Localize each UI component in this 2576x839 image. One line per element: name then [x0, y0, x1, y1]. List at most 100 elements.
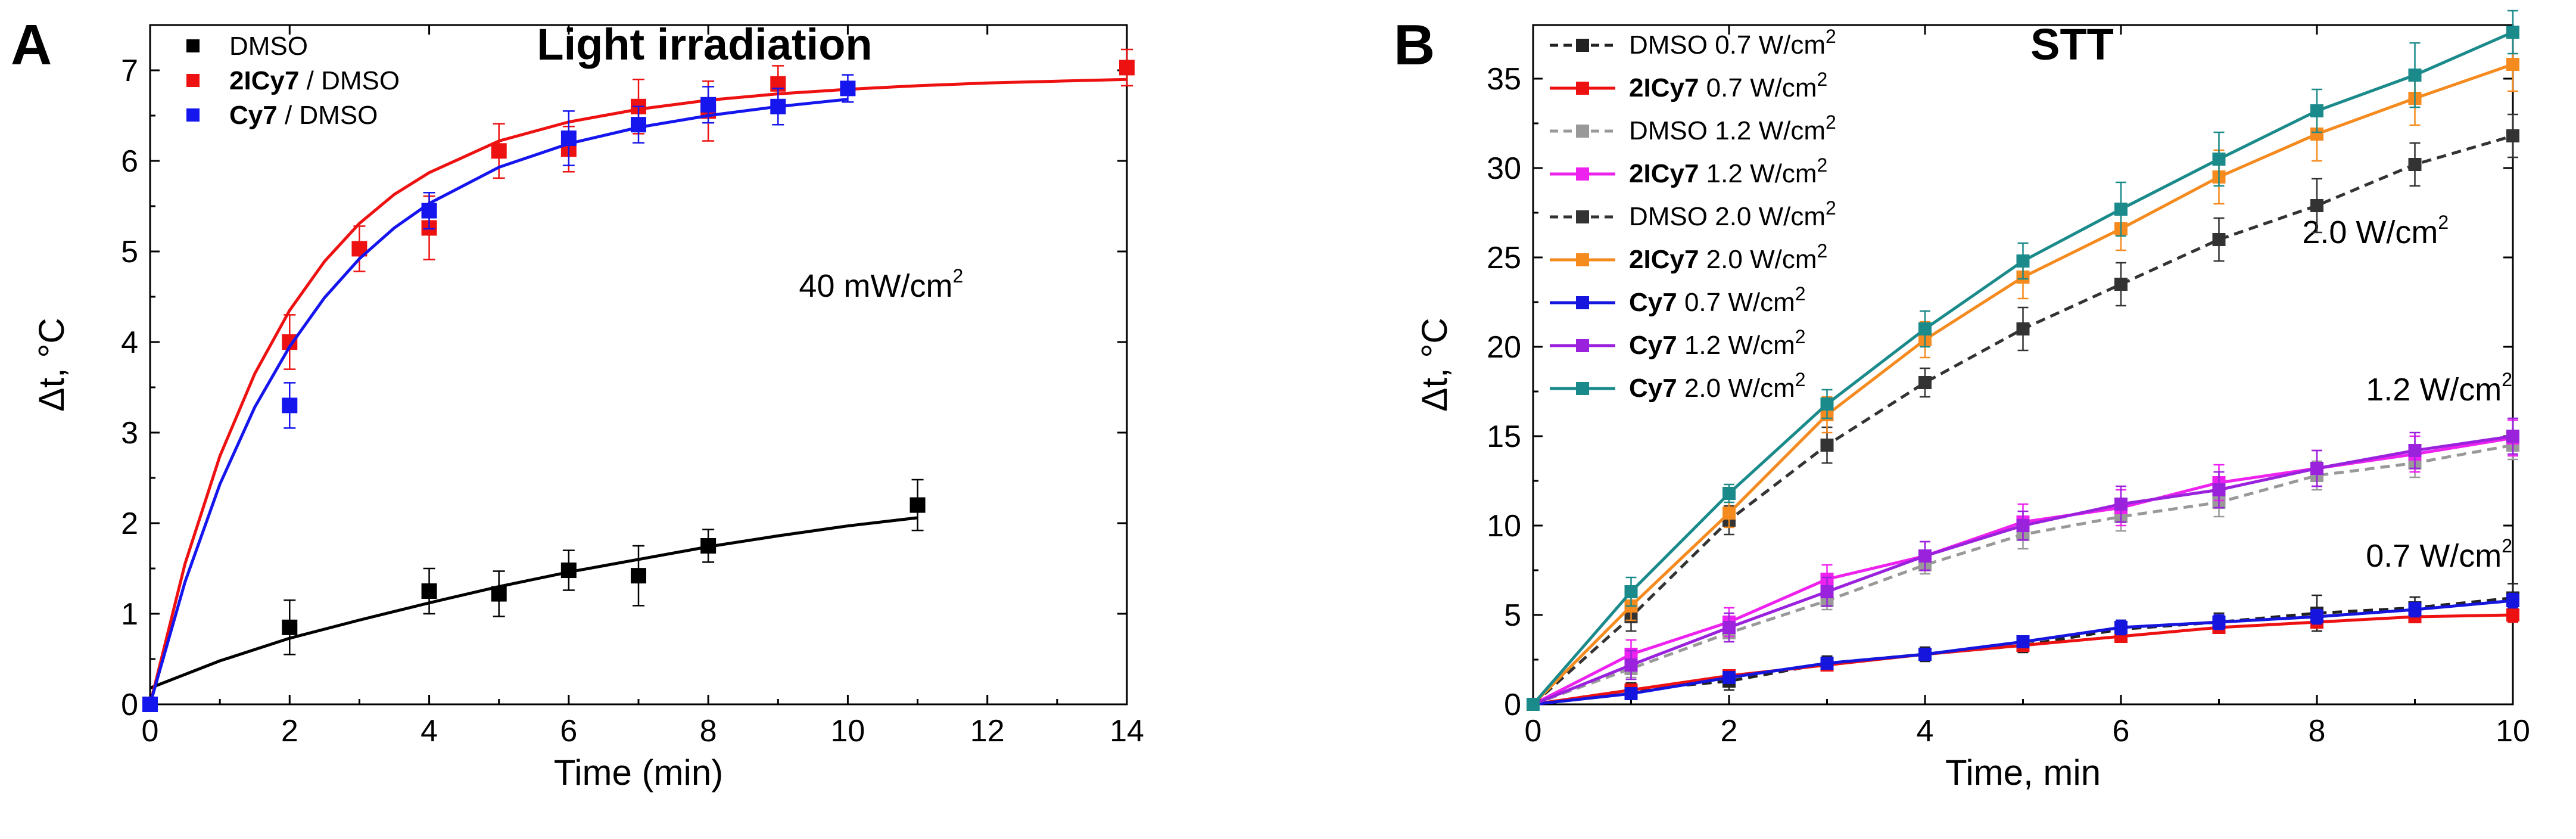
- legend-entry-bold: 2ICy7: [229, 66, 299, 95]
- power-annotation: 0.7 W/cm2: [2366, 535, 2512, 574]
- x-tick-label: 0: [142, 714, 159, 748]
- legend-space: [1699, 159, 1706, 188]
- data-point: [2408, 158, 2422, 171]
- data-point: [700, 538, 717, 554]
- series-line: [1532, 443, 2513, 706]
- annotation-sup: 2: [2502, 369, 2512, 390]
- legend-entry-label: DMSO: [229, 32, 308, 61]
- legend-entry-unit: W/cm: [1759, 116, 1826, 145]
- legend-entry-unit-sup: 2: [1795, 326, 1806, 347]
- data-point: [2114, 498, 2128, 511]
- y-tick-label: 35: [1487, 62, 1521, 97]
- data-point: [2114, 621, 2128, 634]
- data-point: [2408, 69, 2422, 82]
- x-tick-label: 4: [420, 714, 438, 748]
- data-point: [631, 568, 646, 584]
- y-tick-label: 25: [1487, 241, 1521, 275]
- y-tick-label: 20: [1487, 330, 1521, 365]
- data-point: [1527, 698, 1540, 711]
- data-point: [560, 130, 577, 146]
- data-point: [560, 563, 577, 579]
- legend-entry-unit: W/cm: [1750, 159, 1817, 188]
- x-tick-label: 12: [970, 714, 1005, 748]
- x-tick-label: 6: [2113, 714, 2130, 748]
- legend-space: [1708, 30, 1715, 60]
- y-tick-label: 5: [1504, 598, 1521, 633]
- data-point: [1722, 506, 1736, 520]
- y-tick-label: 7: [121, 54, 138, 88]
- power-annotation: 1.2 W/cm2: [2366, 369, 2512, 408]
- series-line: [1532, 613, 2513, 706]
- legend-entry-unit-sup: 2: [1826, 26, 1836, 47]
- legend-entry-unit-sup: 2: [1826, 111, 1836, 133]
- legend-entry-unit: W/cm: [1728, 331, 1795, 360]
- data-point: [770, 98, 786, 114]
- legend-entry-unit-sup: 2: [1817, 240, 1827, 262]
- data-point: [2506, 594, 2519, 607]
- y-tick-label: 5: [121, 235, 138, 269]
- legend-entry-label: DMSO 2.0 W/cm2: [1629, 197, 1836, 231]
- data-point: [2212, 153, 2226, 166]
- legend-entry-power: 1.2: [1706, 159, 1743, 188]
- legend-entry-bold: 2ICy7: [1629, 245, 1699, 274]
- legend-entry-unit-sup: 2: [1817, 69, 1827, 90]
- legend-entry-label: 2ICy7 1.2 W/cm2: [1629, 154, 1827, 188]
- legend-entry-unit-sup: 2: [1795, 283, 1806, 304]
- y-tick-label: 10: [1487, 509, 1521, 543]
- legend-space: [1708, 202, 1715, 231]
- fit-curve: [148, 77, 1127, 705]
- data-point: [2212, 616, 2226, 629]
- legend-space: [1751, 116, 1758, 145]
- data-point: [2506, 608, 2519, 622]
- legend-entry-label: 2ICy7 0.7 W/cm2: [1629, 69, 1827, 102]
- series-line: [1532, 596, 2513, 706]
- legend-space: [1699, 245, 1706, 274]
- data-point: [840, 80, 856, 97]
- legend-entry-text: / DMSO: [299, 66, 400, 95]
- legend-entry-unit: W/cm: [1728, 374, 1795, 403]
- panel-letter: B: [1394, 13, 1435, 77]
- data-point: [2506, 430, 2519, 443]
- data-point: [2506, 129, 2519, 142]
- data-point: [2506, 58, 2519, 71]
- legend-entry-label: Cy7 / DMSO: [229, 101, 378, 130]
- legend-entry-unit-sup: 2: [1795, 369, 1806, 390]
- data-point: [491, 586, 507, 602]
- legend-entry-text: DMSO: [229, 32, 308, 61]
- data-point: [421, 583, 437, 599]
- legend-marker: [186, 108, 200, 122]
- data-point: [282, 619, 298, 635]
- annotation-sup: 2: [2438, 212, 2449, 233]
- panel-b: 0 2 4 6 8 10 0 5 10 15 20 25 30 35 Time, min Δt, °C B STT…: [1394, 10, 2530, 793]
- annotation-text: 2.0 W/cm: [2302, 215, 2438, 250]
- legend-marker: [1576, 125, 1589, 138]
- legend-marker: [1576, 339, 1589, 352]
- x-tick-label: 2: [1721, 714, 1738, 748]
- legend-entry-power: 1.2: [1684, 331, 1721, 360]
- legend-entry-power: 2.0: [1684, 374, 1721, 403]
- legend-space: [1743, 245, 1750, 274]
- x-tick-label: 8: [700, 714, 717, 748]
- y-tick-label: 1: [121, 597, 138, 632]
- data-point: [1820, 657, 1834, 670]
- legend-space: [1743, 159, 1750, 188]
- legend-space: [1708, 116, 1715, 145]
- x-tick-label: 10: [2496, 714, 2530, 748]
- data-point: [1722, 487, 1736, 500]
- legend-space: [1751, 30, 1758, 60]
- y-tick-label: 0: [1504, 688, 1521, 722]
- data-point: [1918, 549, 1932, 563]
- legend-entry-bold: Cy7: [1629, 331, 1677, 360]
- legend-marker: [1576, 82, 1589, 95]
- x-axis-label: Time (min): [554, 753, 723, 793]
- data-point: [1918, 376, 1932, 389]
- panel-letter: A: [11, 13, 52, 77]
- legend-entry-unit: W/cm: [1759, 30, 1826, 60]
- x-tick-label: 14: [1110, 714, 1144, 748]
- x-tick-label: 0: [1525, 714, 1542, 748]
- legend-entry-unit: W/cm: [1759, 202, 1826, 231]
- y-tick-label: 3: [121, 416, 138, 450]
- y-tick-label: 2: [121, 506, 138, 541]
